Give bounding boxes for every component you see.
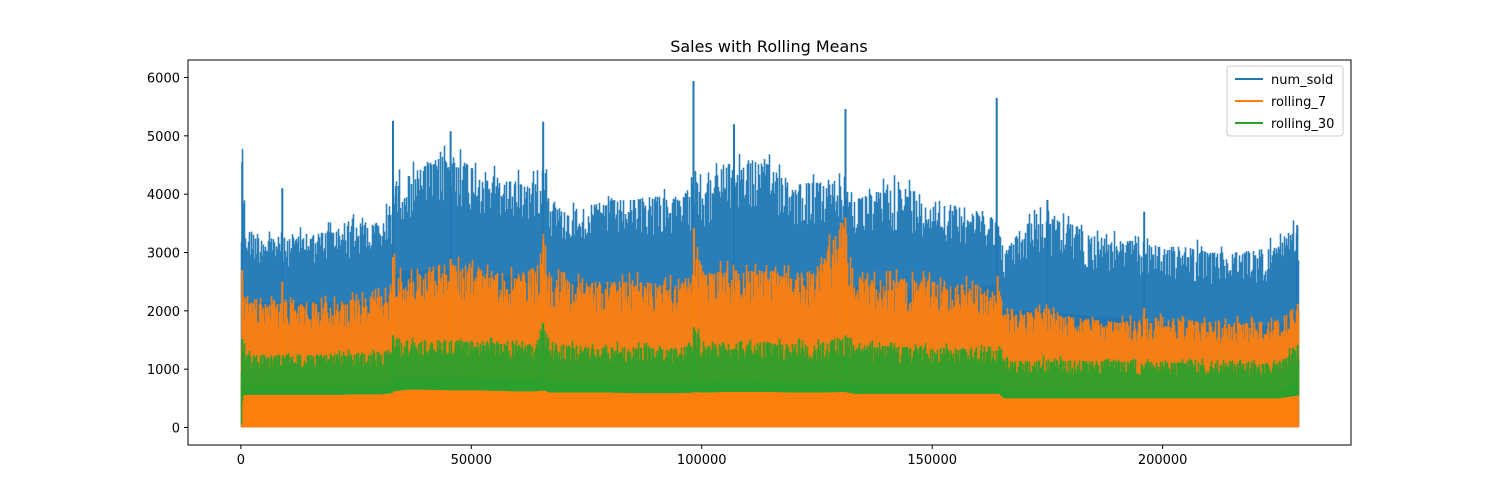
x-tick-label: 200000 — [1138, 453, 1188, 468]
axes: 0 50000 100000 150000 200000 0 1000 2000 3000 400… — [147, 59, 1352, 468]
plot-area — [240, 81, 1300, 428]
legend-label: rolling_7 — [1271, 95, 1326, 110]
y-tick-label: 4000 — [147, 188, 180, 203]
legend-box — [1226, 65, 1344, 137]
chart-title: Sales with Rolling Means — [670, 37, 868, 56]
x-tick-label: 50000 — [451, 453, 492, 468]
legend-label: rolling_30 — [1271, 117, 1334, 132]
y-tick-label: 1000 — [147, 363, 180, 378]
y-tick-label: 5000 — [147, 130, 180, 145]
series-line-rolling_30 — [240, 322, 1300, 425]
y-tick-label: 6000 — [147, 72, 180, 87]
legend: num_sold rolling_7 rolling_30 — [1226, 65, 1344, 137]
y-tick-label: 2000 — [147, 305, 180, 320]
x-tick-label: 100000 — [677, 453, 727, 468]
legend-label: num_sold — [1271, 73, 1333, 88]
y-tick-label: 3000 — [147, 247, 180, 262]
y-tick-label: 0 — [172, 422, 180, 437]
series-band-rolling_30 — [241, 377, 1298, 428]
x-tick-label: 150000 — [907, 453, 957, 468]
x-tick-label: 0 — [237, 453, 245, 468]
series-rolling_30 — [240, 322, 1300, 428]
